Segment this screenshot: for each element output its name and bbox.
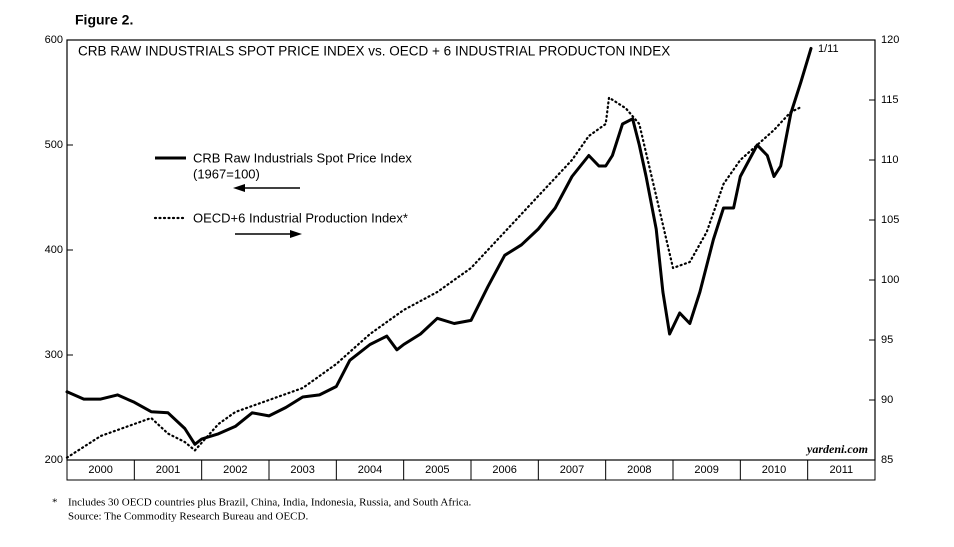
source-note: Source: The Commodity Research Bureau an… [68, 511, 308, 523]
y2-tick-label: 120 [881, 34, 899, 46]
figure-label: Figure 2. [75, 12, 133, 28]
y-tick-label: 200 [45, 454, 63, 466]
x-tick-label: 2010 [762, 464, 786, 476]
arrow-head [290, 230, 302, 238]
x-tick-label: 2006 [492, 464, 516, 476]
legend-label: CRB Raw Industrials Spot Price Index [193, 150, 412, 165]
y2-tick-label: 100 [881, 274, 899, 286]
legend-label: OECD+6 Industrial Production Index* [193, 210, 408, 225]
chart-title: CRB RAW INDUSTRIALS SPOT PRICE INDEX vs.… [78, 44, 670, 59]
x-tick-label: 2011 [830, 464, 854, 476]
y-tick-label: 500 [45, 139, 63, 151]
y2-tick-label: 95 [881, 334, 893, 346]
y-tick-label: 600 [45, 34, 63, 46]
series-line [65, 96, 802, 459]
legend-note: (1967=100) [193, 166, 260, 181]
footnote-marker: * [52, 497, 58, 509]
source-mark: yardeni.com [805, 442, 868, 456]
x-tick-label: 2008 [627, 464, 651, 476]
x-tick-label: 2000 [88, 464, 112, 476]
y2-tick-label: 85 [881, 454, 893, 466]
y2-tick-label: 105 [881, 214, 899, 226]
series-line [65, 46, 813, 446]
y-tick-label: 300 [45, 349, 63, 361]
y2-tick-label: 110 [881, 154, 899, 166]
x-tick-label: 2002 [223, 464, 247, 476]
x-tick-label: 2007 [560, 464, 584, 476]
x-tick-label: 2009 [694, 464, 718, 476]
x-tick-label: 2003 [290, 464, 314, 476]
footnote: Includes 30 OECD countries plus Brazil, … [68, 497, 472, 509]
y-tick-label: 400 [45, 244, 63, 256]
x-tick-label: 2001 [156, 464, 180, 476]
plot-frame [66, 39, 876, 461]
x-tick-label: 2004 [358, 464, 382, 476]
y2-tick-label: 90 [881, 394, 893, 406]
end-label: 1/11 [818, 43, 839, 55]
arrow-head [233, 184, 245, 192]
x-tick-label: 2005 [425, 464, 449, 476]
y2-tick-label: 115 [881, 94, 899, 106]
